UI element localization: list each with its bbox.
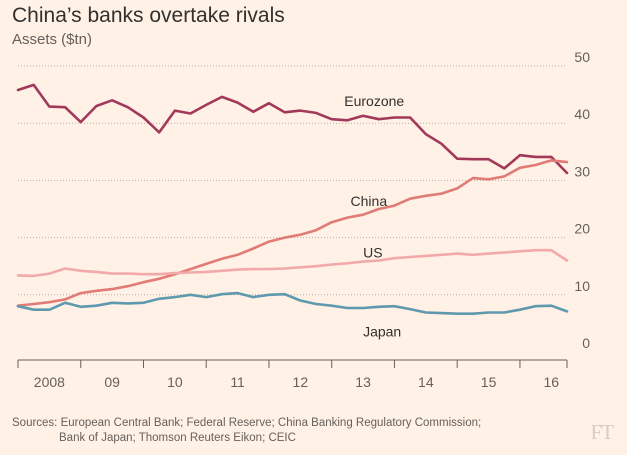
y-tick-label-30: 30 bbox=[574, 163, 590, 179]
source-note: Sources: European Central Bank; Federal … bbox=[12, 416, 481, 446]
x-tick-label-2008: 2008 bbox=[34, 374, 65, 390]
ft-logo: FT bbox=[590, 420, 613, 444]
y-tick-label-0: 0 bbox=[582, 335, 590, 351]
x-tick-label-14: 14 bbox=[418, 374, 434, 390]
y-tick-label-10: 10 bbox=[574, 278, 590, 294]
source-line-2: Bank of Japan; Thomson Reuters Eikon; CE… bbox=[59, 432, 296, 444]
y-tick-label-40: 40 bbox=[574, 106, 590, 122]
x-tick-label-15: 15 bbox=[481, 374, 497, 390]
series-line-eurozone bbox=[16, 83, 569, 175]
series-label-eurozone: Eurozone bbox=[344, 93, 404, 109]
chart-subtitle: Assets ($tn) bbox=[12, 31, 93, 48]
series-line-us bbox=[16, 248, 569, 278]
x-tick-label-16: 16 bbox=[544, 374, 560, 390]
series-label-china: China bbox=[351, 193, 388, 209]
x-tick-label-10: 10 bbox=[167, 374, 183, 390]
series-line-china bbox=[16, 159, 569, 308]
x-tick-label-09: 09 bbox=[104, 374, 120, 390]
y-tick-label-50: 50 bbox=[574, 49, 590, 65]
series-label-us: US bbox=[363, 245, 382, 261]
chart-title: China’s banks overtake rivals bbox=[12, 4, 285, 27]
x-tick-label-13: 13 bbox=[355, 374, 371, 390]
series-line-japan bbox=[16, 291, 569, 316]
x-tick-label-11: 11 bbox=[230, 374, 245, 390]
x-tick-label-12: 12 bbox=[293, 374, 309, 390]
y-tick-label-20: 20 bbox=[574, 221, 590, 237]
series-label-japan: Japan bbox=[363, 324, 401, 340]
source-line-1: Sources: European Central Bank; Federal … bbox=[12, 417, 482, 429]
